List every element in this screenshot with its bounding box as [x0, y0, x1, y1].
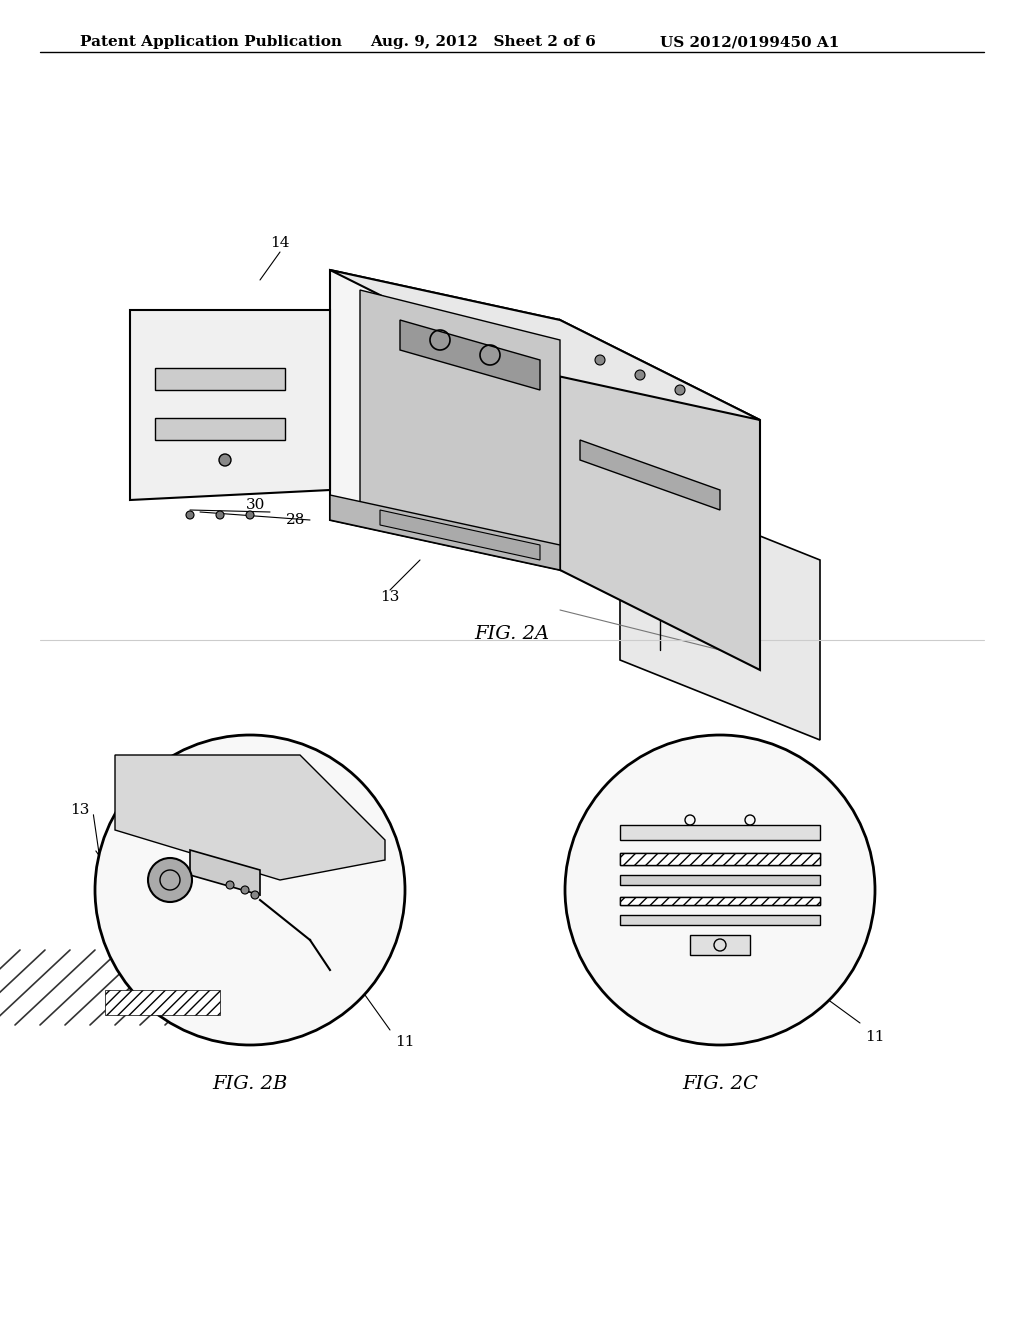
Circle shape	[216, 511, 224, 519]
Polygon shape	[115, 755, 385, 880]
Circle shape	[675, 385, 685, 395]
FancyBboxPatch shape	[155, 418, 285, 440]
Polygon shape	[560, 319, 760, 671]
Circle shape	[565, 735, 874, 1045]
Circle shape	[635, 370, 645, 380]
Text: FIG. 2A: FIG. 2A	[474, 624, 550, 643]
FancyBboxPatch shape	[620, 853, 820, 865]
FancyBboxPatch shape	[620, 853, 820, 865]
Circle shape	[219, 454, 231, 466]
Polygon shape	[190, 850, 260, 895]
Polygon shape	[400, 319, 540, 389]
Text: 30: 30	[246, 498, 265, 512]
FancyBboxPatch shape	[620, 898, 820, 906]
Circle shape	[95, 735, 406, 1045]
Polygon shape	[330, 271, 760, 420]
FancyBboxPatch shape	[155, 368, 285, 389]
Text: 14: 14	[270, 236, 290, 249]
Text: 13: 13	[71, 803, 90, 817]
Text: Patent Application Publication: Patent Application Publication	[80, 36, 342, 49]
Polygon shape	[620, 480, 820, 741]
Text: Aug. 9, 2012   Sheet 2 of 6: Aug. 9, 2012 Sheet 2 of 6	[370, 36, 596, 49]
Polygon shape	[380, 510, 540, 560]
Circle shape	[241, 886, 249, 894]
Circle shape	[226, 880, 234, 888]
FancyBboxPatch shape	[620, 875, 820, 884]
Polygon shape	[360, 290, 560, 560]
Polygon shape	[690, 935, 750, 954]
Polygon shape	[330, 495, 560, 570]
Circle shape	[148, 858, 193, 902]
Polygon shape	[130, 310, 330, 500]
Text: FIG. 2C: FIG. 2C	[682, 1074, 758, 1093]
Text: FIG. 2B: FIG. 2B	[212, 1074, 288, 1093]
Polygon shape	[105, 990, 220, 1015]
FancyBboxPatch shape	[620, 825, 820, 840]
Text: 11: 11	[865, 1030, 885, 1044]
Text: 28: 28	[286, 513, 305, 527]
Text: 13: 13	[380, 590, 399, 605]
Circle shape	[186, 511, 194, 519]
Polygon shape	[330, 271, 560, 570]
Text: 11: 11	[395, 1035, 415, 1049]
Circle shape	[246, 511, 254, 519]
FancyBboxPatch shape	[620, 915, 820, 925]
FancyBboxPatch shape	[620, 898, 820, 906]
Text: US 2012/0199450 A1: US 2012/0199450 A1	[660, 36, 840, 49]
Circle shape	[595, 355, 605, 366]
Circle shape	[251, 891, 259, 899]
Polygon shape	[580, 440, 720, 510]
